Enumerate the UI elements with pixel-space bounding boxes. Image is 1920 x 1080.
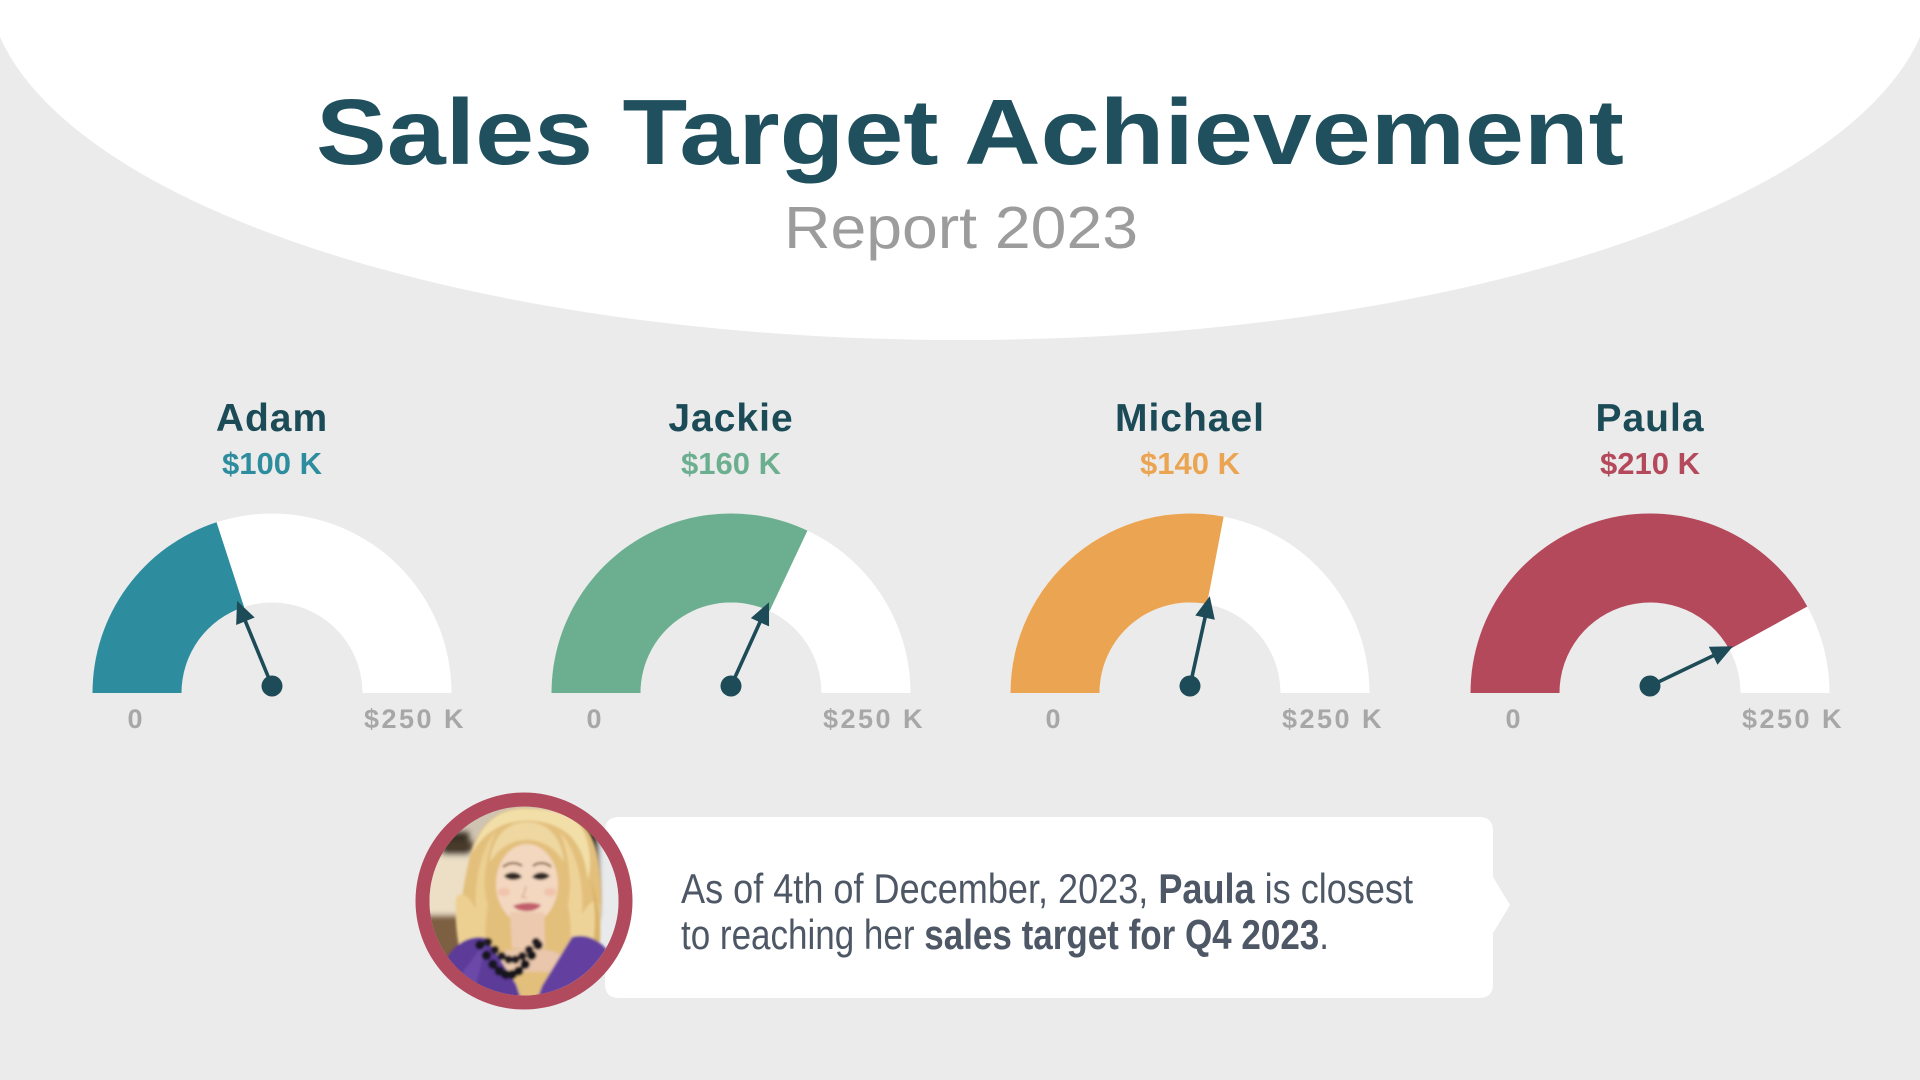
svg-text:$250 K: $250 K — [1742, 704, 1844, 734]
svg-text:to reaching her sales target f: to reaching her sales target for Q4 2023… — [681, 911, 1329, 958]
svg-text:Michael: Michael — [1115, 397, 1265, 440]
svg-text:Report 2023: Report 2023 — [784, 195, 1138, 261]
svg-text:Sales Target Achievement: Sales Target Achievement — [316, 80, 1624, 184]
svg-text:0: 0 — [1505, 704, 1520, 734]
svg-text:0: 0 — [127, 704, 142, 734]
svg-text:As of 4th of December, 2023, P: As of 4th of December, 2023, Paula is cl… — [681, 865, 1413, 912]
svg-text:$250 K: $250 K — [364, 704, 466, 734]
svg-text:$250 K: $250 K — [1282, 704, 1384, 734]
svg-text:$140 K: $140 K — [1140, 446, 1241, 481]
svg-text:$210 K: $210 K — [1600, 446, 1701, 481]
svg-text:Paula: Paula — [1595, 397, 1704, 440]
svg-text:$250 K: $250 K — [823, 704, 925, 734]
svg-text:0: 0 — [1045, 704, 1060, 734]
svg-text:0: 0 — [586, 704, 601, 734]
svg-text:Adam: Adam — [216, 397, 328, 440]
svg-text:$100 K: $100 K — [222, 446, 323, 481]
svg-text:$160 K: $160 K — [681, 446, 782, 481]
svg-text:Jackie: Jackie — [668, 397, 793, 440]
